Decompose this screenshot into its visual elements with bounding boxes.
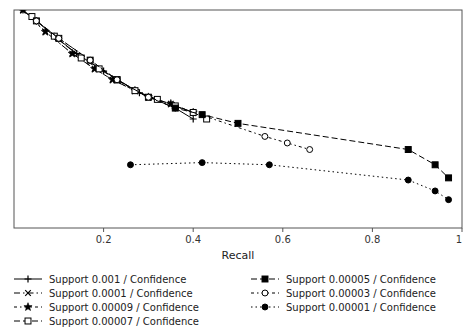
point xyxy=(145,94,151,100)
legend-label: Support 0.00001 / Confidence xyxy=(286,302,436,313)
x-tick-label: 0.6 xyxy=(275,234,291,245)
point xyxy=(199,160,205,166)
point xyxy=(266,162,272,168)
point xyxy=(146,94,152,100)
point xyxy=(33,18,39,24)
point xyxy=(235,120,241,126)
x-axis-label: Recall xyxy=(222,249,255,262)
point xyxy=(172,105,179,112)
legend-label: Support 0.001 / Confidence xyxy=(49,274,186,285)
point xyxy=(405,147,411,153)
point xyxy=(87,57,93,63)
plot-frame xyxy=(14,10,462,228)
point xyxy=(446,175,452,181)
legend-label: Support 0.00005 / Confidence xyxy=(286,274,436,285)
plot-area xyxy=(19,10,452,203)
legend-marker xyxy=(25,318,31,324)
point xyxy=(128,162,134,168)
point xyxy=(33,18,39,24)
point xyxy=(432,162,438,168)
x-tick-label: 0.2 xyxy=(96,234,112,245)
point xyxy=(262,133,268,139)
point xyxy=(19,10,27,13)
legend: Support 0.001 / Confidence Support 0.0001… xyxy=(14,274,436,327)
point xyxy=(405,177,411,183)
x-tick xyxy=(372,228,373,232)
point xyxy=(446,197,452,203)
legend-label: Support 0.00007 / Confidence xyxy=(49,316,199,327)
point xyxy=(114,77,120,83)
legend-marker xyxy=(262,276,268,282)
x-tick xyxy=(193,228,194,232)
series-line xyxy=(23,10,193,112)
legend-label: Support 0.0001 / Confidence xyxy=(49,288,193,299)
x-tick xyxy=(103,228,104,232)
point xyxy=(33,17,40,24)
legend-label: Support 0.00009 / Confidence xyxy=(49,302,199,313)
legend-marker xyxy=(25,290,31,296)
legend-label: Support 0.00003 / Confidence xyxy=(286,288,436,299)
series-line xyxy=(23,10,193,112)
x-tick xyxy=(462,228,463,232)
legend-marker xyxy=(262,290,268,296)
point xyxy=(87,57,93,63)
x-tick-label: 0.8 xyxy=(364,234,380,245)
legend-marker xyxy=(24,303,32,311)
x-tick xyxy=(282,228,283,232)
series-line xyxy=(36,21,448,178)
point xyxy=(284,140,290,146)
point xyxy=(144,93,152,101)
series-line xyxy=(36,21,309,150)
legend-marker xyxy=(25,276,32,283)
x-tick-label: 1 xyxy=(456,234,462,245)
chart: 0.2 0.4 0.6 0.8 1 Recall Support 0.001 / Confi… xyxy=(0,0,474,336)
x-tick-label: 0.4 xyxy=(185,234,201,245)
point xyxy=(432,188,438,194)
point xyxy=(307,147,313,153)
series-line xyxy=(32,17,207,119)
point xyxy=(190,116,197,123)
legend-marker xyxy=(262,304,268,310)
point xyxy=(145,94,151,100)
series-line xyxy=(130,163,448,200)
point xyxy=(56,35,62,41)
point xyxy=(114,77,120,83)
point xyxy=(114,77,120,83)
point xyxy=(56,35,62,41)
